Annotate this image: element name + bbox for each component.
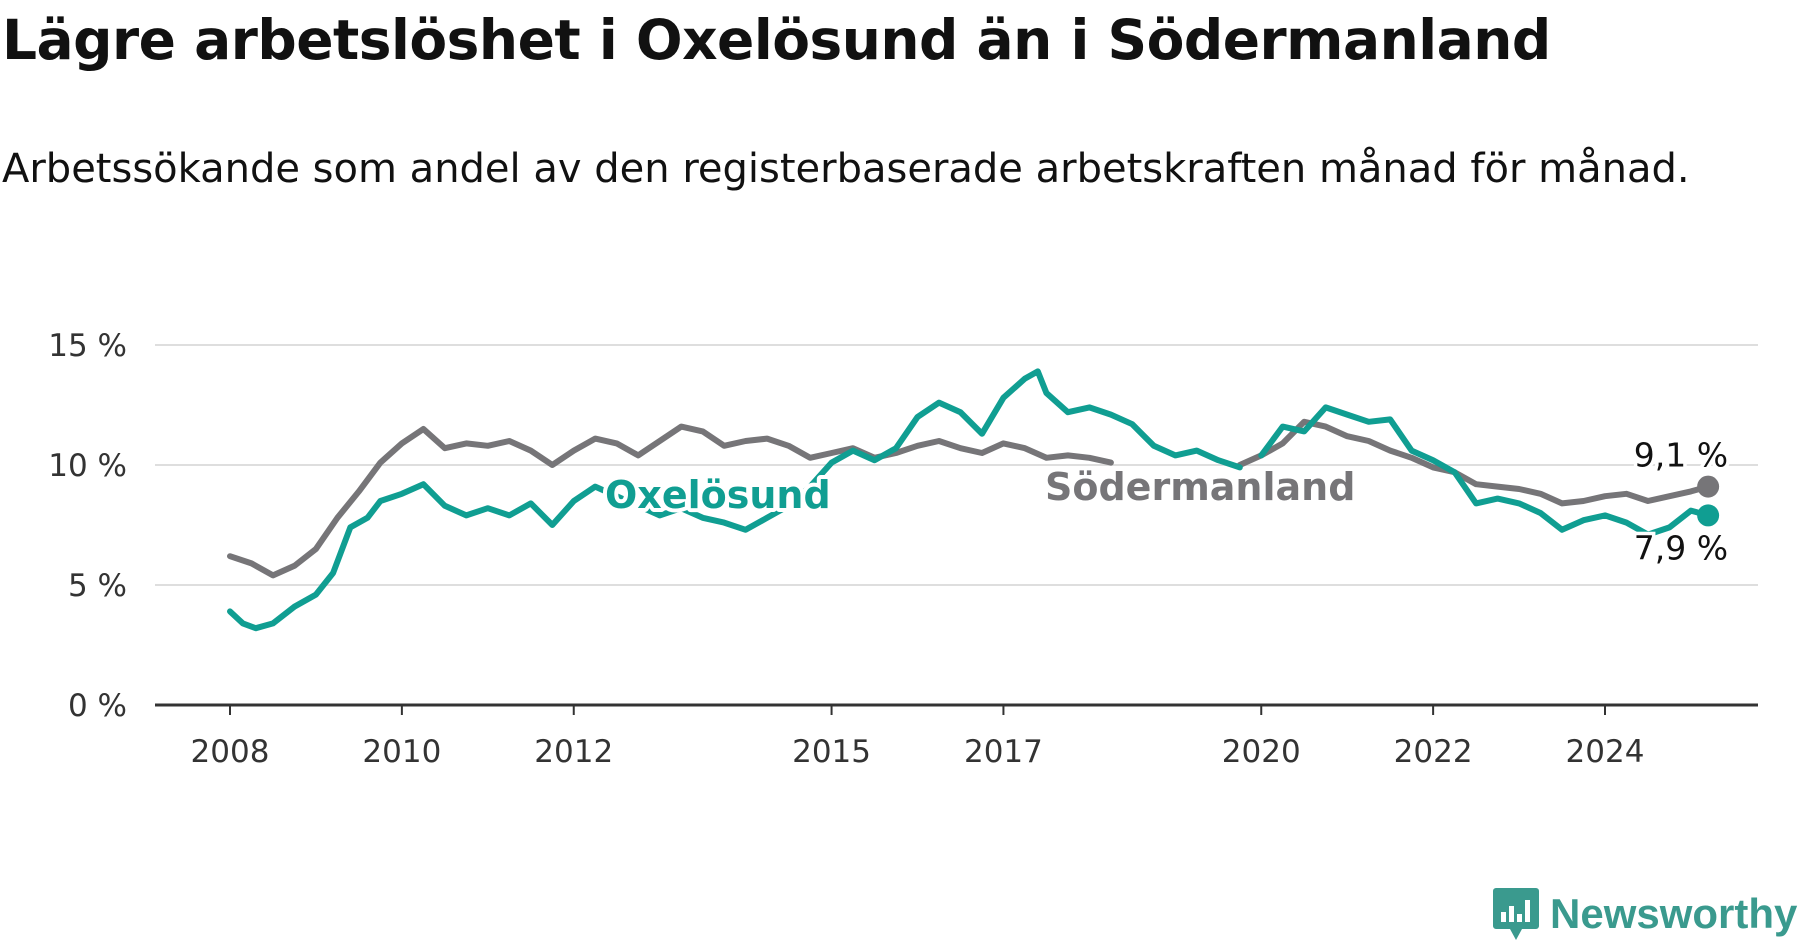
series-end-label: 9,1 % (1634, 436, 1728, 475)
y-tick-label: 15 % (48, 328, 127, 364)
y-tick-label: 5 % (68, 568, 127, 604)
series-lines (227, 368, 1712, 632)
x-tick-label: 2008 (191, 734, 270, 770)
x-tick-label: 2020 (1222, 734, 1301, 770)
chart-title: Lägre arbetslöshet i Oxelösund än i Söde… (2, 8, 1551, 72)
x-tick-label: 2024 (1566, 734, 1645, 770)
x-tick-label: 2010 (362, 734, 441, 770)
series-label: Oxelösund (605, 473, 831, 517)
series-labels: Södermanland 9,1 % Oxelösund 7,9 % (601, 432, 1732, 571)
y-axis-ticks: 0 % 5 % 10 % 15 % (48, 328, 127, 724)
x-tick-label: 2022 (1394, 734, 1473, 770)
x-tick-label: 2012 (534, 734, 613, 770)
series-line (1258, 404, 1712, 538)
series-label: Södermanland (1045, 465, 1355, 509)
series-end-marker (1697, 504, 1720, 527)
series-line (1236, 418, 1712, 507)
x-axis-ticks: 2008 2010 2012 2015 2017 2020 2022 2024 (191, 705, 1645, 770)
x-tick-label: 2017 (964, 734, 1043, 770)
x-tick-label: 2015 (792, 734, 871, 770)
chart-subtitle: Arbetssökande som andel av den registerb… (2, 146, 1690, 192)
grid-lines (155, 344, 1758, 586)
newsworthy-logo-icon (1493, 888, 1539, 940)
y-tick-label: 10 % (48, 448, 127, 484)
series-line (227, 423, 1114, 579)
series-end-label: 7,9 % (1634, 528, 1728, 567)
newsworthy-logo: Newsworthy (1492, 884, 1797, 944)
newsworthy-logo-text: Newsworthy (1550, 890, 1798, 937)
series-end-marker (1697, 475, 1720, 498)
series-line (227, 368, 1243, 632)
y-tick-label: 0 % (68, 688, 127, 724)
